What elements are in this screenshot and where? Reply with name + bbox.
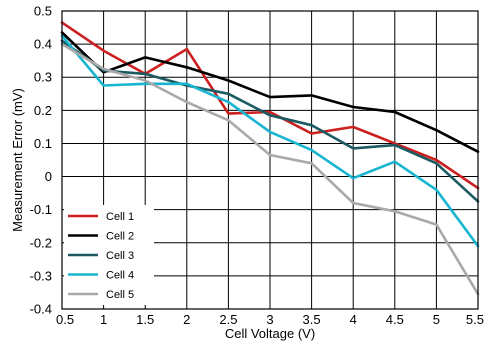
series-line-cell-1 bbox=[60, 21, 480, 190]
x-tick-label: 5 bbox=[433, 312, 440, 327]
legend-label: Cell 1 bbox=[106, 211, 134, 223]
y-tick-label: 0.4 bbox=[34, 37, 52, 52]
x-tick-label: 3 bbox=[266, 312, 273, 327]
y-tick-label: -0.4 bbox=[30, 302, 52, 317]
x-tick-label: 5.5 bbox=[466, 312, 484, 327]
x-tick-label: 3.5 bbox=[303, 312, 321, 327]
legend-label: Cell 5 bbox=[106, 289, 134, 301]
x-tick-label: 4.5 bbox=[386, 312, 404, 327]
x-axis-title: Cell Voltage (V) bbox=[225, 326, 315, 341]
y-tick-label: 0.5 bbox=[34, 4, 52, 19]
series-line-cell-3 bbox=[60, 39, 480, 203]
x-tick-label: 1 bbox=[100, 312, 107, 327]
y-axis-title: Measurement Error (mV) bbox=[10, 88, 25, 232]
series-line-cell-2 bbox=[60, 31, 480, 153]
x-tick-label: 1.5 bbox=[136, 312, 154, 327]
series-lines bbox=[60, 21, 480, 296]
y-tick-label: 0.1 bbox=[34, 136, 52, 151]
x-tick-label: 4 bbox=[350, 312, 357, 327]
y-tick-label: 0.3 bbox=[34, 70, 52, 85]
legend-label: Cell 3 bbox=[106, 250, 134, 262]
x-tick-label: 0.5 bbox=[56, 312, 74, 327]
legend-label: Cell 2 bbox=[106, 231, 134, 243]
y-tick-label: 0 bbox=[45, 169, 52, 184]
y-tick-label: -0.2 bbox=[30, 235, 52, 250]
plot-frame bbox=[61, 10, 479, 310]
y-tick-label: 0.2 bbox=[34, 103, 52, 118]
series-line-cell-4 bbox=[60, 34, 480, 248]
series-line-cell-5 bbox=[60, 42, 480, 296]
legend: Cell 1 Cell 2 Cell 3 Cell 4 Cell 5 bbox=[64, 205, 154, 305]
x-tick-label: 2.5 bbox=[219, 312, 237, 327]
y-tick-label: -0.3 bbox=[30, 268, 52, 283]
x-tick-labels: 0.5 1 1.5 2 2.5 3 3.5 4 4.5 5 5.5 bbox=[56, 312, 484, 327]
y-tick-labels: 0.5 0.4 0.3 0.2 0.1 0 -0.1 -0.2 -0.3 -0.4 bbox=[30, 4, 52, 317]
x-tick-label: 2 bbox=[183, 312, 190, 327]
y-tick-label: -0.1 bbox=[30, 202, 52, 217]
legend-label: Cell 4 bbox=[106, 270, 134, 282]
